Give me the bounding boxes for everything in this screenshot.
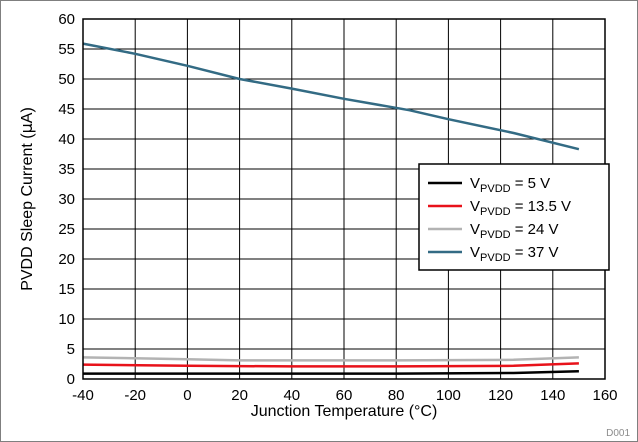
y-tick-label: 5 <box>67 341 75 358</box>
x-tick-label: -20 <box>124 387 146 404</box>
series-line-3 <box>82 42 580 151</box>
series-line-1 <box>82 362 579 368</box>
legend-label-1: VPVDD = 13.5 V <box>470 198 571 218</box>
y-tick-label: 35 <box>58 161 75 178</box>
y-tick-label: 45 <box>58 101 75 118</box>
legend: VPVDD = 5 V VPVDD = 13.5 V VPVDD = 24 V VPV… <box>418 163 610 271</box>
legend-label-3: VPVDD = 37 V <box>470 244 559 264</box>
y-tick-label: 40 <box>58 131 75 148</box>
x-tick-label: 140 <box>540 387 565 404</box>
x-tick-label: 40 <box>283 387 300 404</box>
x-tick-label: 100 <box>436 387 461 404</box>
figure-id: D001 <box>606 428 630 439</box>
y-tick-label: 20 <box>58 251 75 268</box>
y-axis-label: PVDD Sleep Current (μA) <box>17 107 36 291</box>
y-tick-label: 50 <box>58 71 75 88</box>
y-tick-label: 55 <box>58 41 75 58</box>
series-lines <box>82 42 580 375</box>
series-line-2 <box>82 356 579 362</box>
x-tick-label: 80 <box>388 387 405 404</box>
y-tick-label: 30 <box>58 191 75 208</box>
y-tick-label: 60 <box>58 11 75 28</box>
legend-label-0: VPVDD = 5 V <box>470 175 550 195</box>
x-tick-label: 120 <box>488 387 513 404</box>
series-line-0 <box>83 369 579 375</box>
y-tick-label: 0 <box>67 371 75 388</box>
x-tick-label: 160 <box>592 387 617 404</box>
x-tick-label: -40 <box>72 387 94 404</box>
x-tick-labels: -40 -20 0 20 40 60 80 100 120 140 160 <box>72 387 617 404</box>
x-tick-label: 60 <box>336 387 353 404</box>
y-tick-label: 25 <box>58 221 75 238</box>
x-axis-label: Junction Temperature (°C) <box>251 403 438 420</box>
legend-label-2: VPVDD = 24 V <box>470 221 559 241</box>
x-tick-label: 0 <box>183 387 191 404</box>
y-tick-labels: 0 5 10 15 20 25 30 35 40 45 50 55 60 <box>58 11 75 388</box>
x-tick-label: 20 <box>231 387 248 404</box>
y-tick-label: 15 <box>58 281 75 298</box>
y-tick-label: 10 <box>58 311 75 328</box>
